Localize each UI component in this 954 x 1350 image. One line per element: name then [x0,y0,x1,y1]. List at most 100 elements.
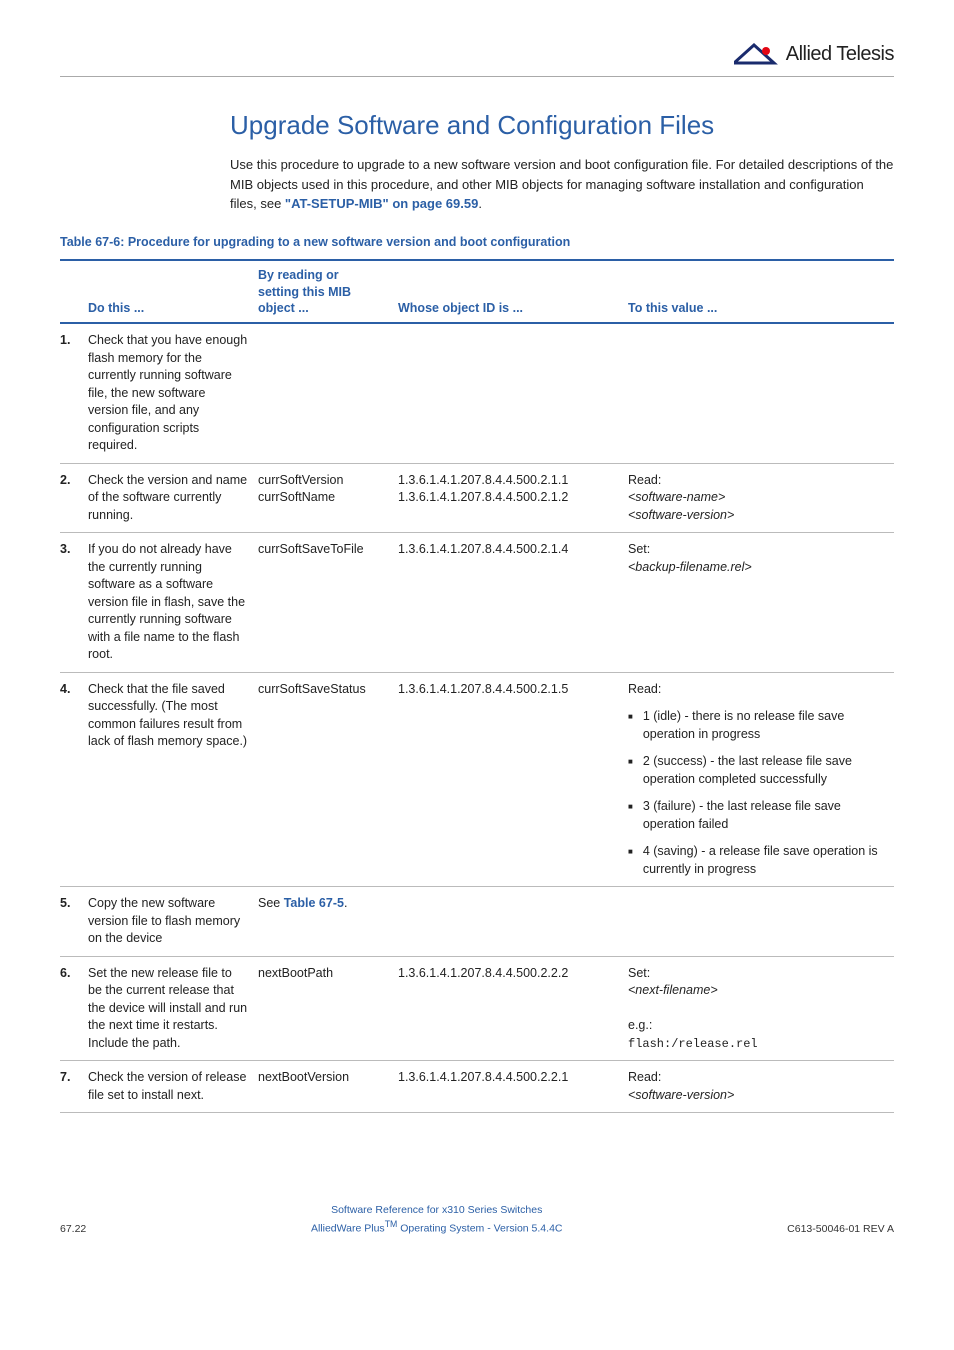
row-val-read: Read: [628,1070,661,1084]
col-header-obj-l3: object ... [258,301,309,315]
row-obj-l2: currSoftName [258,490,335,504]
row-num: 4. [60,672,88,887]
row-do: If you do not already have the currently… [88,533,258,673]
table-row: 2. Check the version and name of the sof… [60,463,894,533]
list-item: ■ 4 (saving) - a release file save operat… [628,843,884,878]
row-val-it1: <software-version> [628,1088,734,1102]
col-header-val: To this value ... [628,260,894,323]
row-oid: 1.3.6.1.4.1.207.8.4.4.500.2.1.4 [398,533,628,673]
procedure-table: Do this ... By reading or setting this M… [60,259,894,1113]
footer: 67.22 Software Reference for x310 Series… [60,1203,894,1236]
row-oid-l1: 1.3.6.1.4.1.207.8.4.4.500.2.1.1 [398,473,568,487]
footer-center: Software Reference for x310 Series Switc… [86,1203,787,1236]
footer-os: AlliedWare PlusTM Operating System - Ver… [86,1218,787,1236]
row-do: Copy the new software version file to fl… [88,887,258,957]
table-row: 1. Check that you have enough flash memo… [60,323,894,463]
row-obj-pre: See [258,896,284,910]
footer-right: C613-50046-01 REV A [787,1222,894,1237]
row-do: Check the version of release file set to… [88,1061,258,1113]
row-val-set: Set: [628,966,650,980]
row-num: 6. [60,956,88,1061]
list-item: ■ 3 (failure) - the last release file sav… [628,798,884,833]
row-oid-l2: 1.3.6.1.4.1.207.8.4.4.500.2.1.2 [398,490,568,504]
row-do: Check the version and name of the softwa… [88,463,258,533]
col-header-obj-l2: setting this MIB [258,285,351,299]
row-num: 2. [60,463,88,533]
row-obj: nextBootVersion [258,1061,398,1113]
footer-ref: Software Reference for x310 Series Switc… [86,1203,787,1218]
bullet-text: 2 (success) - the last release file save… [643,753,884,788]
row-do: Check that the file saved successfully. … [88,672,258,887]
row-val: Set: <next-filename> e.g.: flash:/releas… [628,956,894,1061]
row-val [628,887,894,957]
row-num: 7. [60,1061,88,1113]
bullet-text: 1 (idle) - there is no release file save… [643,708,884,743]
row-val [628,323,894,463]
row-obj: currSoftVersion currSoftName [258,463,398,533]
table-row: 4. Check that the file saved successfull… [60,672,894,887]
col-header-oid: Whose object ID is ... [398,260,628,323]
col-header-num [60,260,88,323]
col-header-obj: By reading or setting this MIB object ..… [258,260,398,323]
bullet-text: 4 (saving) - a release file save operati… [643,843,884,878]
logo-text: Allied Telesis [786,40,894,68]
row-val: Read: <software-version> [628,1061,894,1113]
row-obj-link[interactable]: Table 67-5 [284,896,344,910]
col-header-do: Do this ... [88,260,258,323]
row-oid: 1.3.6.1.4.1.207.8.4.4.500.2.1.1 1.3.6.1.… [398,463,628,533]
row-val-eg-mono: flash:/release.rel [628,1037,758,1051]
row-obj [258,323,398,463]
bullet-icon: ■ [628,708,633,743]
row-num: 1. [60,323,88,463]
bullet-icon: ■ [628,753,633,788]
bullet-icon: ■ [628,843,633,878]
footer-left: 67.22 [60,1222,86,1237]
triangle-icon [734,43,780,65]
table-row: 7. Check the version of release file set… [60,1061,894,1113]
row-val-set: Set: [628,542,650,556]
list-item: ■ 2 (success) - the last release file sav… [628,753,884,788]
row-do: Check that you have enough flash memory … [88,323,258,463]
row-num: 5. [60,887,88,957]
table-row: 5. Copy the new software version file to… [60,887,894,957]
row-obj: currSoftSaveToFile [258,533,398,673]
bullet-icon: ■ [628,798,633,833]
row-val-eg-label: e.g.: [628,1018,652,1032]
col-header-obj-l1: By reading or [258,268,339,282]
table-title: Table 67-6: Procedure for upgrading to a… [60,234,894,252]
logo: Allied Telesis [734,40,894,68]
row-oid [398,887,628,957]
bullet-text: 3 (failure) - the last release file save… [643,798,884,833]
intro-text-after: . [478,196,482,211]
row-do: Set the new release file to be the curre… [88,956,258,1061]
row-obj: See Table 67-5. [258,887,398,957]
row-val-bullets: ■ 1 (idle) - there is no release file sav… [628,708,884,878]
row-val-it1: <backup-filename.rel> [628,560,752,574]
page-title: Upgrade Software and Configuration Files [230,107,894,143]
list-item: ■ 1 (idle) - there is no release file sav… [628,708,884,743]
row-obj: nextBootPath [258,956,398,1061]
footer-os-pre: AlliedWare Plus [311,1223,385,1235]
row-val: Read: <software-name> <software-version> [628,463,894,533]
row-val: Set: <backup-filename.rel> [628,533,894,673]
header-bar: Allied Telesis [60,40,894,77]
table-row: 3. If you do not already have the curren… [60,533,894,673]
row-val-it1: <software-name> [628,490,725,504]
row-oid [398,323,628,463]
row-obj-post: . [344,896,347,910]
row-val-read: Read: [628,682,661,696]
row-obj-l1: currSoftVersion [258,473,343,487]
footer-os-post: Operating System - Version 5.4.4C [397,1223,562,1235]
row-val-read: Read: [628,473,661,487]
footer-os-tm: TM [385,1219,398,1229]
row-oid: 1.3.6.1.4.1.207.8.4.4.500.2.2.1 [398,1061,628,1113]
table-row: 6. Set the new release file to be the cu… [60,956,894,1061]
row-oid: 1.3.6.1.4.1.207.8.4.4.500.2.1.5 [398,672,628,887]
intro-link[interactable]: "AT-SETUP-MIB" on page 69.59 [285,196,478,211]
intro-paragraph: Use this procedure to upgrade to a new s… [230,155,894,214]
row-num: 3. [60,533,88,673]
row-val-it1: <next-filename> [628,983,718,997]
row-oid: 1.3.6.1.4.1.207.8.4.4.500.2.2.2 [398,956,628,1061]
row-val: Read: ■ 1 (idle) - there is no release fi… [628,672,894,887]
row-obj: currSoftSaveStatus [258,672,398,887]
